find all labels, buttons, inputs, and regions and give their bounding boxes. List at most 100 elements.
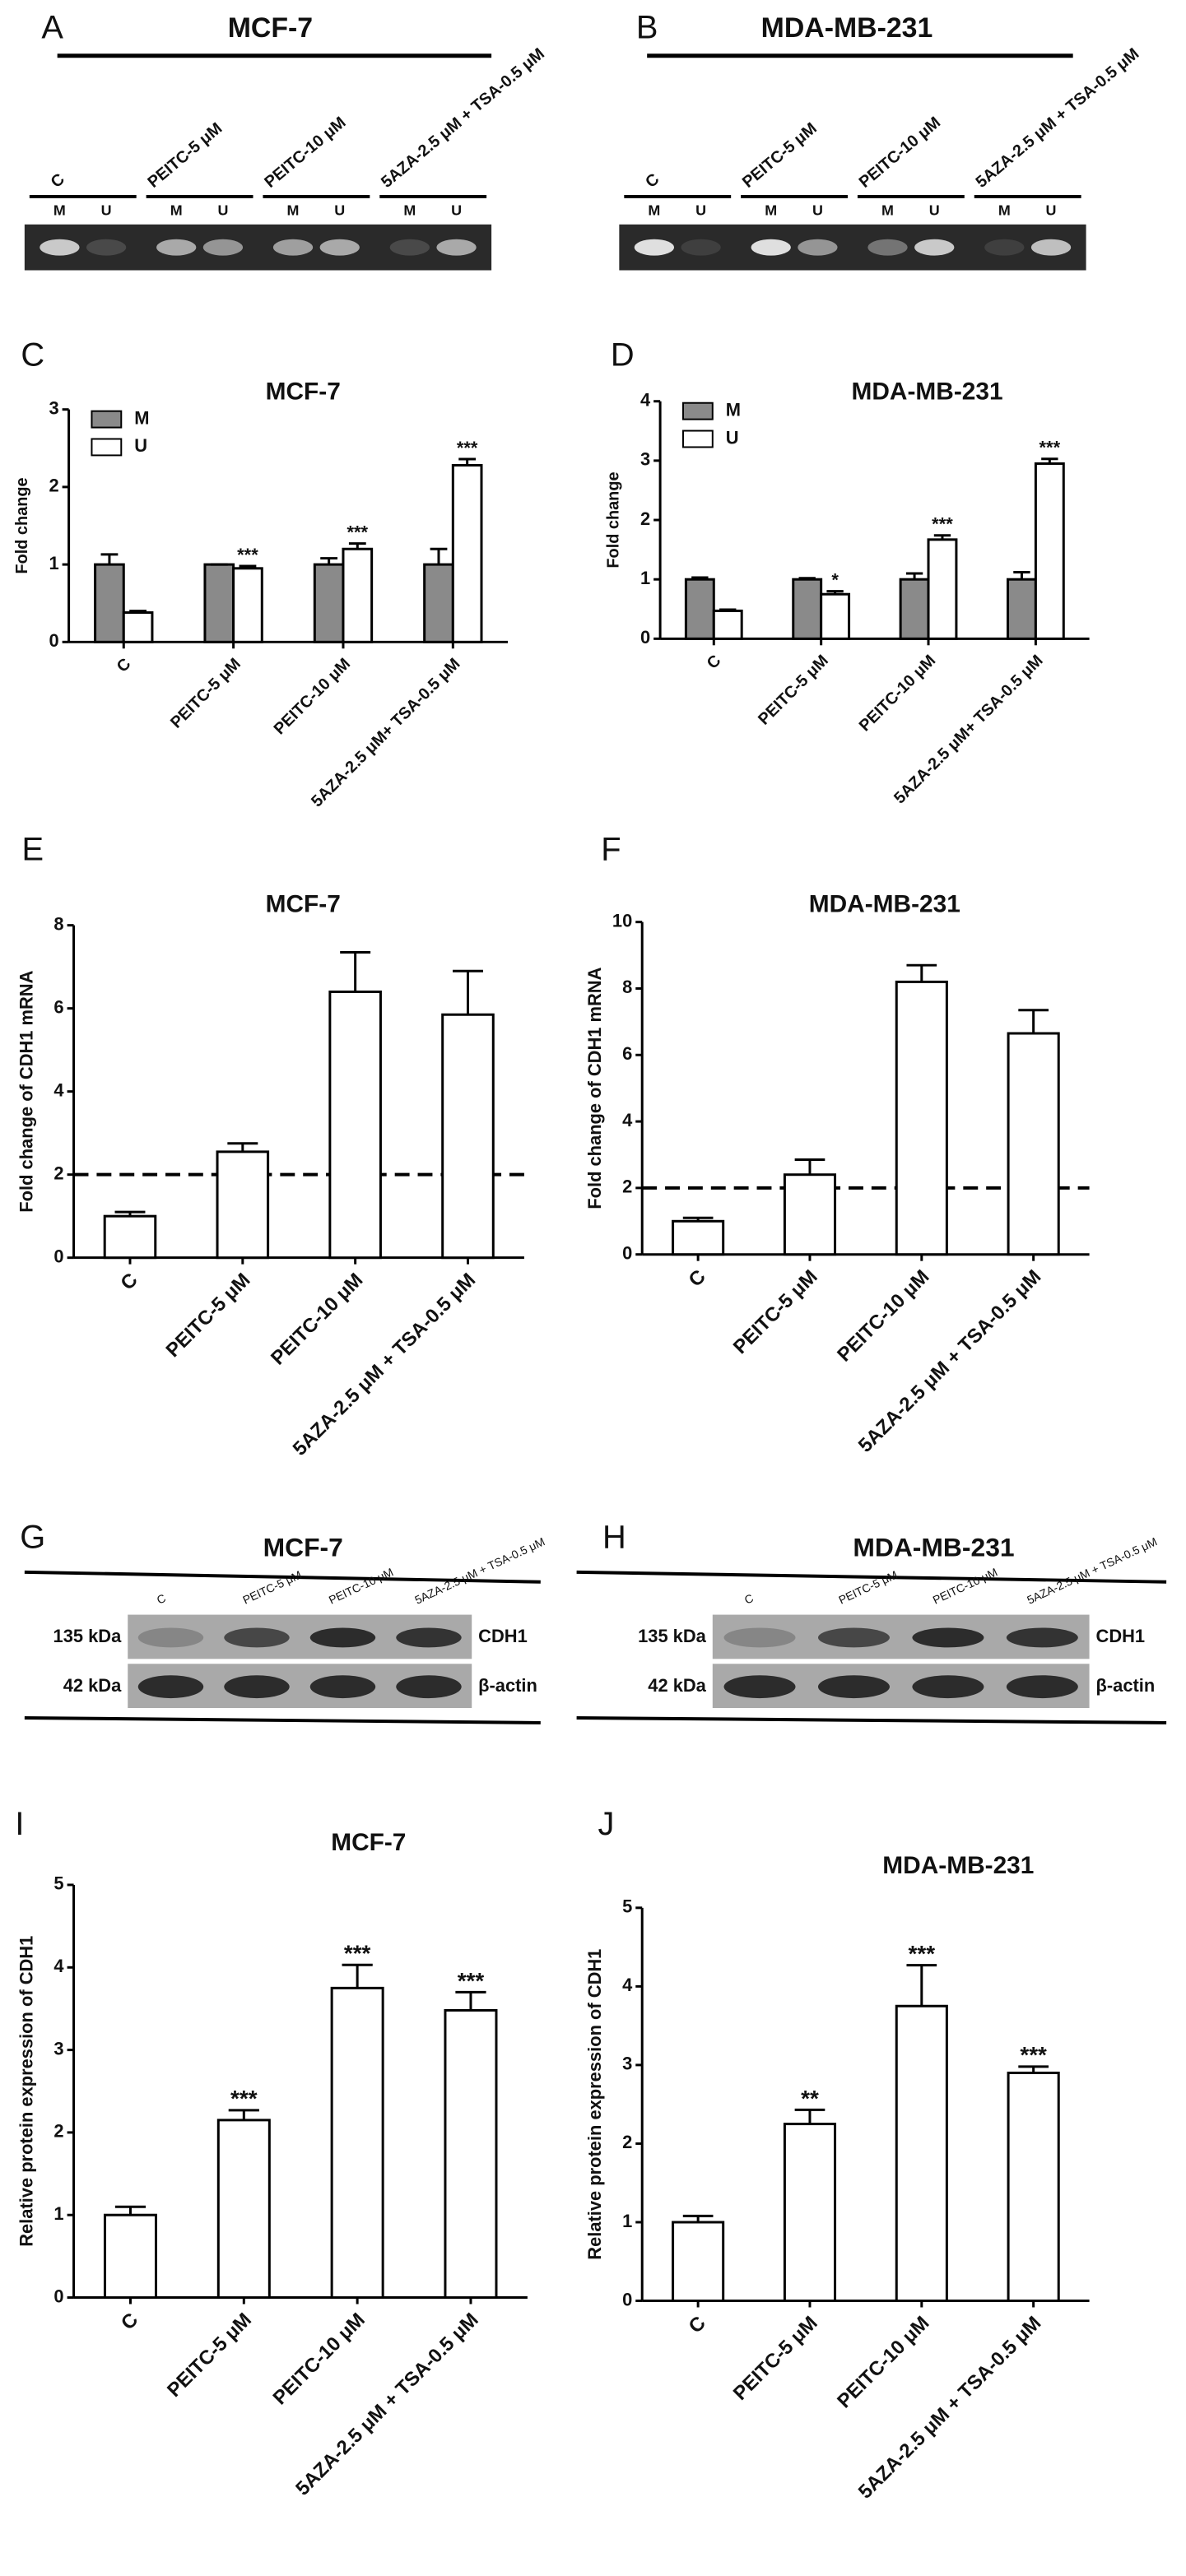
y-tick-label: 2: [622, 2132, 632, 2152]
gel-band: [40, 239, 80, 256]
error-bar: [129, 610, 147, 613]
x-tick-label: PEITC-10 μM: [269, 2309, 370, 2409]
y-tick-label: 1: [53, 2203, 63, 2224]
sublane-label: M: [287, 202, 300, 219]
legend-label: M: [134, 407, 149, 428]
panel-letter: F: [601, 832, 621, 868]
sublane-label: M: [170, 202, 183, 219]
x-tick-label: C: [685, 2312, 710, 2337]
sublane-label: M: [53, 202, 66, 219]
gel-band: [798, 239, 838, 256]
error-bar: [455, 1990, 486, 2011]
bar: [232, 567, 263, 643]
bar: [895, 2004, 948, 2303]
title-rule: [24, 1570, 541, 1584]
gel-title: MDA-MB-231: [761, 12, 933, 44]
band-size: 135 kDa: [638, 1626, 707, 1646]
blot-band: [396, 1675, 462, 1699]
x-tick-label: C: [114, 655, 135, 676]
bar: [712, 609, 743, 640]
error-bar: [320, 557, 338, 565]
significance: ***: [457, 438, 478, 458]
error-bar: [239, 564, 257, 569]
significance: ***: [909, 1941, 936, 1966]
error-bar: [906, 963, 937, 982]
blot-band: [1006, 1675, 1078, 1699]
band-protein: CDH1: [478, 1626, 528, 1646]
bar: [1007, 2071, 1060, 2303]
x-tick-label: PEITC-10 μM: [856, 652, 940, 736]
bar: [423, 563, 454, 643]
significance: ***: [932, 514, 953, 535]
error-bar: [342, 1963, 373, 1989]
lane-label: PEITC-10 μM: [261, 114, 349, 192]
gel-band: [867, 239, 908, 256]
y-axis-label: Relative protein expression of CDH1: [16, 1936, 37, 2247]
sublane-label: M: [881, 202, 894, 219]
lane-label: 5AZA-2.5 μM + TSA-0.5 μM: [973, 44, 1143, 192]
blot-band: [912, 1627, 984, 1648]
bar: [328, 990, 382, 1260]
bar: [94, 563, 125, 643]
blot-band: [723, 1675, 796, 1699]
panel-letter: C: [21, 337, 44, 374]
legend-swatch: [91, 438, 123, 457]
error-bar: [794, 2108, 826, 2124]
error-bar: [906, 1964, 937, 2007]
error-bar: [826, 590, 844, 595]
blot-band: [224, 1675, 290, 1699]
y-tick-label: 8: [622, 977, 632, 997]
error-bar: [682, 2214, 714, 2222]
bar: [216, 2119, 271, 2300]
y-tick-label: 4: [53, 1079, 64, 1100]
x-tick-label: PEITC-5 μM: [729, 1265, 822, 1358]
bar: [313, 563, 345, 643]
x-tick-label: PEITC-5 μM: [167, 655, 244, 732]
blot-title: MCF-7: [263, 1532, 343, 1562]
lane-label: PEITC-10 μM: [856, 114, 944, 192]
x-tick-label: 5AZA-2.5 μM + TSA-0.5 μM: [289, 1269, 481, 1460]
blot-band: [137, 1627, 204, 1648]
sublane-label: U: [101, 202, 112, 219]
blot-band: [817, 1675, 890, 1699]
band-size: 135 kDa: [53, 1626, 123, 1646]
panel-letter: H: [602, 1520, 626, 1556]
bar: [1007, 1032, 1060, 1256]
chart-title: MDA-MB-231: [882, 1852, 1034, 1879]
bar: [684, 578, 715, 640]
bar: [203, 563, 235, 643]
bar: [783, 2123, 837, 2303]
chart-title: MCF-7: [266, 891, 341, 918]
y-tick-label: 1: [640, 568, 650, 588]
bar: [342, 547, 374, 643]
error-bar: [114, 2205, 147, 2216]
legend-label: U: [134, 435, 147, 456]
y-tick-label: 10: [612, 910, 632, 931]
error-bar: [430, 547, 448, 565]
bar: [103, 2213, 157, 2300]
sublane-label: U: [217, 202, 228, 219]
y-tick-label: 4: [640, 390, 651, 411]
bar: [820, 592, 851, 640]
bar: [216, 1150, 270, 1260]
gel-title: MCF-7: [228, 12, 313, 44]
blot-band: [1006, 1627, 1078, 1648]
gel-band: [1030, 239, 1072, 256]
band-size: 42 kDa: [648, 1675, 706, 1696]
y-tick-label: 3: [640, 449, 650, 470]
significance: ***: [344, 1941, 371, 1966]
y-tick-label: 2: [640, 508, 650, 529]
lane-label: PEITC-10 μM: [327, 1565, 395, 1606]
chart-title: MDA-MB-231: [809, 891, 960, 918]
gel-band: [751, 239, 791, 256]
bar: [672, 2221, 725, 2303]
gel-band: [202, 239, 244, 256]
y-axis-label: Fold change: [605, 471, 623, 568]
gel-image: [619, 224, 1086, 271]
sublane-label: U: [451, 202, 462, 219]
x-tick-label: PEITC-5 μM: [162, 1269, 255, 1362]
bottom-rule: [576, 1715, 1167, 1724]
gel-band: [914, 239, 955, 256]
y-tick-label: 2: [49, 476, 58, 496]
lane-label: PEITC-10 μM: [931, 1565, 999, 1606]
